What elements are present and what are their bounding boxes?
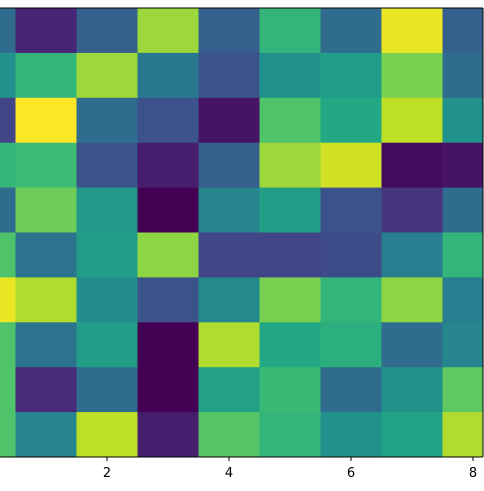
- heatmap-cell: [15, 322, 77, 368]
- heatmap-cell: [320, 322, 382, 368]
- heatmap-cell: [76, 142, 138, 189]
- heatmap-cell: [76, 8, 138, 54]
- heatmap-cell: [442, 412, 483, 457]
- heatmap-cell: [15, 367, 77, 413]
- heatmap-cell: [259, 52, 321, 99]
- heatmap-cell: [381, 97, 443, 144]
- heatmap-cell: [442, 367, 483, 413]
- heatmap-cell: [259, 142, 321, 189]
- heatmap-cell: [15, 8, 77, 54]
- heatmap-cell: [137, 277, 199, 323]
- heatmap-cell: [442, 187, 483, 233]
- x-tick-label: 6: [347, 466, 355, 481]
- plot-area: [0, 8, 483, 457]
- heatmap-cell: [15, 412, 77, 457]
- heatmap-cell: [0, 187, 16, 233]
- heatmap-cell: [320, 367, 382, 413]
- heatmap-cell: [15, 142, 77, 189]
- heatmap-cell: [320, 412, 382, 457]
- heatmap-cell: [320, 142, 382, 189]
- heatmap-cell: [442, 97, 483, 144]
- heatmap-cell: [15, 277, 77, 323]
- heatmap-cell: [198, 52, 260, 99]
- heatmap-cell: [259, 322, 321, 368]
- heatmap-cell: [259, 8, 321, 54]
- heatmap-cell: [0, 232, 16, 278]
- heatmap-cell: [15, 97, 77, 144]
- heatmap-cell: [0, 367, 16, 413]
- heatmap-cell: [381, 187, 443, 233]
- heatmap-cell: [198, 97, 260, 144]
- heatmap-cell: [137, 52, 199, 99]
- heatmap-cell: [198, 187, 260, 233]
- heatmap-cell: [259, 187, 321, 233]
- heatmap-cell: [137, 412, 199, 457]
- heatmap-cell: [76, 52, 138, 99]
- heatmap-cell: [76, 367, 138, 413]
- heatmap-cell: [198, 142, 260, 189]
- heatmap-cell: [198, 232, 260, 278]
- heatmap-cell: [137, 142, 199, 189]
- heatmap-cell: [198, 412, 260, 457]
- heatmap-cell: [198, 277, 260, 323]
- heatmap-cell: [137, 232, 199, 278]
- heatmap-cell: [320, 52, 382, 99]
- heatmap-cell: [259, 367, 321, 413]
- heatmap-cell: [76, 97, 138, 144]
- heatmap-cell: [442, 52, 483, 99]
- heatmap-cell: [0, 52, 16, 99]
- heatmap-cell: [0, 8, 16, 54]
- heatmap-cell: [381, 322, 443, 368]
- heatmap-cell: [198, 8, 260, 54]
- heatmap-cell: [76, 187, 138, 233]
- heatmap-cell: [259, 97, 321, 144]
- heatmap-cell: [320, 8, 382, 54]
- heatmap-cell: [137, 8, 199, 54]
- heatmap-cell: [381, 412, 443, 457]
- heatmap-cell: [381, 277, 443, 323]
- x-tick-label: 2: [103, 466, 111, 481]
- heatmap-cell: [15, 232, 77, 278]
- x-tick-label: 8: [469, 466, 477, 481]
- heatmap-cell: [259, 277, 321, 323]
- heatmap-cell: [381, 232, 443, 278]
- heatmap-cell: [320, 232, 382, 278]
- heatmap-cell: [15, 52, 77, 99]
- heatmap-cell: [442, 232, 483, 278]
- heatmap-cell: [0, 97, 16, 144]
- heatmap-cell: [76, 322, 138, 368]
- heatmap-cell: [442, 322, 483, 368]
- heatmap-cell: [137, 322, 199, 368]
- heatmap-cell: [0, 412, 16, 457]
- x-tick-label: 4: [225, 466, 233, 481]
- heatmap-cell: [259, 232, 321, 278]
- heatmap-cell: [0, 142, 16, 189]
- heatmap-cell: [442, 8, 483, 54]
- heatmap-cell: [15, 187, 77, 233]
- heatmap-cell: [76, 412, 138, 457]
- heatmap-cell: [320, 277, 382, 323]
- heatmap-cell: [137, 367, 199, 413]
- heatmap-cell: [381, 367, 443, 413]
- heatmap-cell: [198, 322, 260, 368]
- heatmap-cell: [137, 97, 199, 144]
- heatmap-cell: [0, 322, 16, 368]
- heatmap-cell: [320, 97, 382, 144]
- heatmap-cell: [137, 187, 199, 233]
- heatmap-cell: [198, 367, 260, 413]
- heatmap-cell: [381, 142, 443, 189]
- heatmap-cell: [259, 412, 321, 457]
- heatmap-cell: [0, 277, 16, 323]
- heatmap-cell: [76, 277, 138, 323]
- heatmap-cell: [442, 277, 483, 323]
- heatmap-cell: [442, 142, 483, 189]
- heatmap-cell: [381, 8, 443, 54]
- heatmap-cell: [320, 187, 382, 233]
- heatmap-cell: [381, 52, 443, 99]
- heatmap-cell: [76, 232, 138, 278]
